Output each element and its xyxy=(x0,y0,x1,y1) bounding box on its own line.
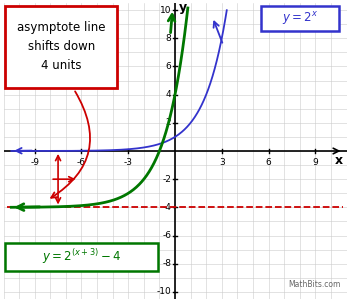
FancyBboxPatch shape xyxy=(261,6,339,31)
Text: -9: -9 xyxy=(30,158,39,167)
Text: 8: 8 xyxy=(165,34,171,43)
Text: 3: 3 xyxy=(219,158,225,167)
Text: -4: -4 xyxy=(162,203,171,212)
FancyBboxPatch shape xyxy=(5,243,158,271)
Text: -3: -3 xyxy=(124,158,133,167)
Text: 6: 6 xyxy=(165,62,171,71)
Text: -6: -6 xyxy=(77,158,86,167)
Text: 4: 4 xyxy=(166,90,171,99)
Text: $y = 2^{(x+3)} - 4$: $y = 2^{(x+3)} - 4$ xyxy=(42,247,121,266)
Text: y: y xyxy=(179,1,187,14)
Text: 9: 9 xyxy=(313,158,318,167)
Text: asymptote line
shifts down
4 units: asymptote line shifts down 4 units xyxy=(17,21,105,72)
Text: 6: 6 xyxy=(266,158,271,167)
FancyBboxPatch shape xyxy=(5,6,117,88)
Text: $y = 2^x$: $y = 2^x$ xyxy=(282,10,318,27)
Text: -10: -10 xyxy=(156,288,171,297)
Text: MathBits.com: MathBits.com xyxy=(288,280,340,289)
Text: -6: -6 xyxy=(162,231,171,240)
Text: -2: -2 xyxy=(162,175,171,184)
Text: -8: -8 xyxy=(162,259,171,268)
Text: 2: 2 xyxy=(166,118,171,127)
Text: 10: 10 xyxy=(160,5,171,14)
Text: x: x xyxy=(335,154,343,167)
